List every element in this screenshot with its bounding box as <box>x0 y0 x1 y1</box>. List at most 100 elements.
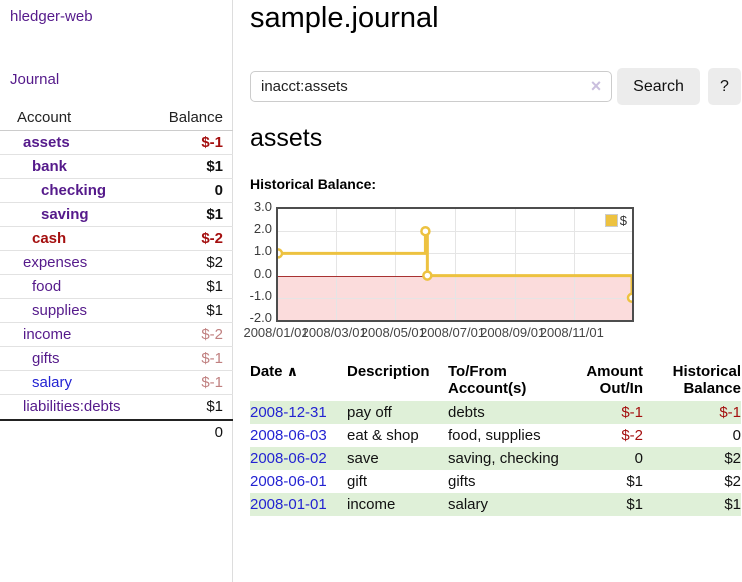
data-point-marker <box>420 225 431 237</box>
x-axis-tick-label: 2008/11/01 <box>539 325 604 340</box>
transaction-amount: 0 <box>634 450 643 467</box>
transaction-date: 2008-01-01 <box>250 493 347 516</box>
sidebar-account-link[interactable]: supplies <box>32 302 88 319</box>
search-button[interactable]: Search <box>617 68 700 105</box>
transaction-date: 2008-06-01 <box>250 470 347 493</box>
sidebar-account-row: assets $-1 <box>0 131 233 155</box>
date-column-header[interactable]: Date ∧ <box>250 363 299 380</box>
sidebar-account-link[interactable]: checking <box>41 182 107 199</box>
sidebar-account-row: bank $1 <box>0 155 233 179</box>
date-link[interactable]: 2008-01-01 <box>250 496 327 513</box>
transaction-balance: $2 <box>724 473 741 490</box>
y-axis-tick-label: 0.0 <box>253 265 272 281</box>
sidebar-account-link[interactable]: cash <box>32 230 67 247</box>
date-link[interactable]: 2008-06-03 <box>250 427 327 444</box>
transaction-description: eat & shop <box>347 427 419 444</box>
sidebar-account-balance: $1 <box>206 398 223 415</box>
description-column-header: Description <box>347 363 430 380</box>
register-row: 2008-01-01 income salary $1 $1 <box>250 493 741 516</box>
sidebar-account-link[interactable]: assets <box>23 134 70 151</box>
sidebar-account-link[interactable]: expenses <box>23 254 88 271</box>
account-heading: assets <box>250 124 323 152</box>
sidebar-account-link[interactable]: income <box>23 326 72 343</box>
sidebar-account-row: salary $-1 <box>0 371 233 395</box>
sidebar-account-row: cash $-2 <box>0 227 233 251</box>
date-link[interactable]: 2008-12-31 <box>250 404 327 421</box>
account-column-header: Account <box>17 109 72 126</box>
legend-label: $ <box>619 213 627 228</box>
sidebar-account-link[interactable]: saving <box>41 206 89 223</box>
register-row: 2008-12-31 pay off debts $-1 $-1 <box>250 401 741 424</box>
sidebar-item-journal[interactable]: Journal <box>10 71 60 88</box>
sidebar-account-row: checking 0 <box>0 179 233 203</box>
v-gridline <box>514 209 516 320</box>
sidebar-account-balance: $1 <box>206 302 223 319</box>
transaction-amount: $1 <box>626 473 643 490</box>
sidebar-account-link[interactable]: food <box>32 278 62 295</box>
sidebar-account-row: income $-2 <box>0 323 233 347</box>
date-link[interactable]: 2008-06-01 <box>250 473 327 490</box>
search-input[interactable] <box>250 71 612 102</box>
sidebar-account-balance: $-1 <box>201 134 223 151</box>
page-title: sample.journal <box>250 2 439 34</box>
transaction-balance: 0 <box>732 427 741 444</box>
chart-legend: $ <box>602 212 629 229</box>
sidebar-account-link[interactable]: liabilities:debts <box>23 398 121 415</box>
balance-column-header: Historical Balance <box>672 363 741 397</box>
y-axis-tick-label: -2.0 <box>249 310 272 325</box>
sidebar-account-link[interactable]: bank <box>32 158 68 175</box>
v-gridline <box>395 209 397 320</box>
sidebar-account-balance: 0 <box>214 182 223 199</box>
sidebar-total-value: 0 <box>214 424 223 441</box>
x-axis-tick-label: 2008/05/01 <box>360 325 426 340</box>
transaction-description: save <box>347 450 379 467</box>
transaction-accounts: saving, checking <box>448 450 559 467</box>
x-axis-tick-label: 2008/09/01 <box>480 325 546 340</box>
sidebar-account-balance: $-2 <box>201 230 223 247</box>
transaction-date: 2008-06-02 <box>250 447 347 470</box>
sidebar-account-link[interactable]: salary <box>32 374 73 391</box>
sidebar-accounts-header: Account Balance <box>0 106 233 131</box>
sidebar-account-link[interactable]: gifts <box>32 350 60 367</box>
sidebar-account-row: food $1 <box>0 275 233 299</box>
register-header-row: Date ∧ Description To/From Account(s) Amo… <box>250 361 741 401</box>
x-axis-tick-label: 2008/01/01 <box>243 325 309 340</box>
legend-color-swatch <box>604 214 618 227</box>
sidebar-account-balance: $2 <box>206 254 223 271</box>
transaction-accounts: food, supplies <box>448 427 541 444</box>
transaction-description: pay off <box>347 404 392 421</box>
balance-column-header: Balance <box>168 109 223 126</box>
chart-plot-inner <box>278 209 632 320</box>
sidebar-account-balance: $1 <box>206 158 223 175</box>
sidebar-total-row: 0 <box>0 419 233 443</box>
sidebar-account-row: saving $1 <box>0 203 233 227</box>
v-gridline <box>573 209 575 320</box>
transaction-description: income <box>347 496 396 513</box>
chart-title: Historical Balance: <box>250 176 377 192</box>
app-brand-link[interactable]: hledger-web <box>10 8 93 25</box>
historical-balance-chart: 3.0 2.0 1.0 0.0 -1.0 -2.0 $ 2008/01/01 2008/03… <box>243 199 742 346</box>
sidebar-account-row: liabilities:debts $1 <box>0 395 233 419</box>
clear-search-icon[interactable]: × <box>590 76 602 96</box>
transaction-accounts: salary <box>448 496 489 513</box>
sidebar-accounts-body: assets $-1 bank $1 checking 0 saving $1 cash $-2 e… <box>0 131 233 419</box>
register-table: Date ∧ Description To/From Account(s) Amo… <box>250 361 741 516</box>
register-row: 2008-06-01 gift gifts $1 $2 <box>250 470 741 493</box>
transaction-amount: $1 <box>626 496 643 513</box>
y-axis-tick-label: 1.0 <box>253 243 272 259</box>
y-axis-tick-label: 3.0 <box>253 199 272 214</box>
balance-line-series <box>278 225 632 304</box>
tofrom-column-header: To/From Account(s) <box>448 363 527 397</box>
y-axis-tick-label: -1.0 <box>249 287 272 303</box>
chart-plot-area[interactable]: $ <box>276 207 634 322</box>
transaction-description: gift <box>347 473 368 490</box>
date-link[interactable]: 2008-06-02 <box>250 450 327 467</box>
main-content: sample.journal × Search ? assets Histori… <box>243 0 742 582</box>
help-button[interactable]: ? <box>708 68 741 105</box>
data-point-marker <box>278 248 284 259</box>
sidebar-account-row: gifts $-1 <box>0 347 233 371</box>
y-axis-tick-label: 2.0 <box>253 221 272 237</box>
x-axis-tick-label: 2008/03/01 <box>301 325 367 340</box>
amount-column-header: Amount Out/In <box>586 363 643 397</box>
sidebar-accounts-table: Account Balance assets $-1 bank $1 checking 0… <box>0 106 233 443</box>
